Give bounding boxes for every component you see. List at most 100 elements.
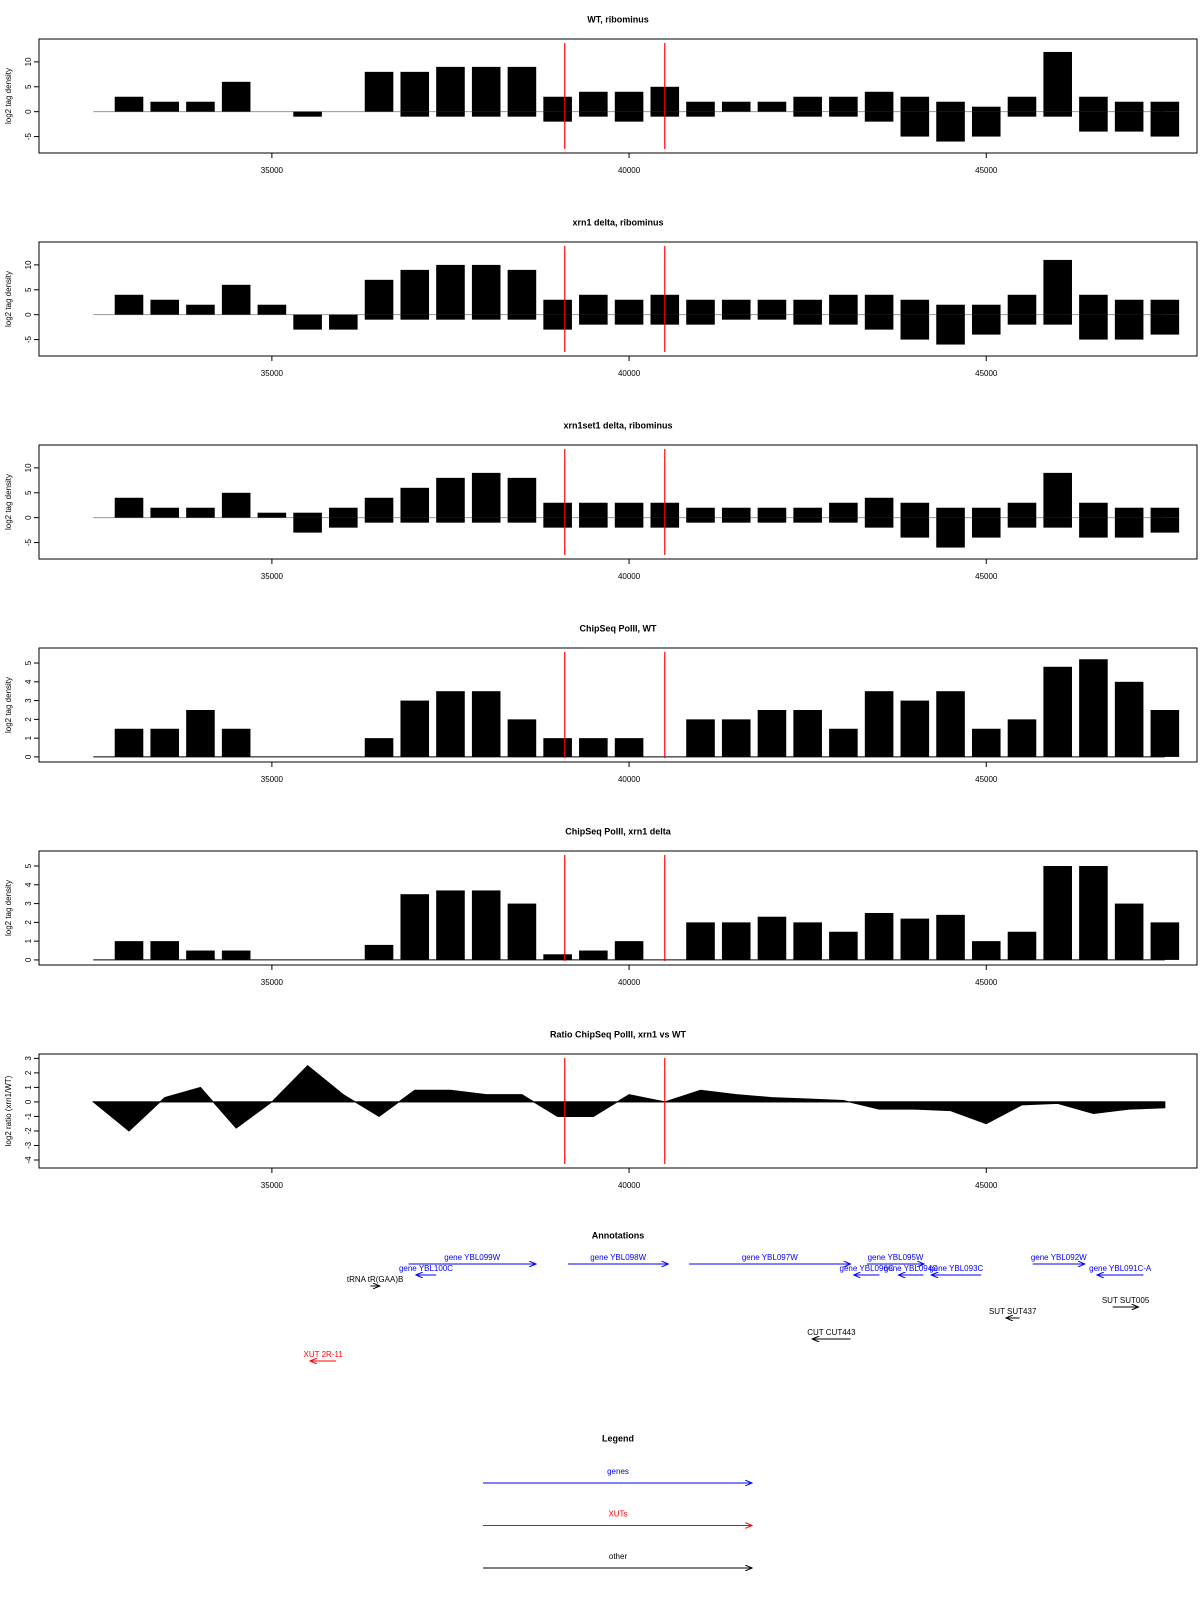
bar: [507, 903, 537, 960]
bar: [543, 96, 572, 112]
feature-label: gene YBL092W: [1031, 1253, 1087, 1262]
bar: [1114, 681, 1144, 757]
y-axis-label: log2 tag density: [4, 677, 13, 733]
bar: [329, 517, 358, 528]
legend-label: other: [609, 1552, 628, 1561]
bar: [579, 502, 608, 518]
bar: [221, 284, 251, 315]
feature-label: gene YBL094C: [884, 1264, 938, 1273]
bar: [436, 66, 465, 112]
bar: [1150, 111, 1180, 137]
bar: [1114, 903, 1144, 960]
feature-label: gene YBL095W: [868, 1253, 924, 1262]
bar: [793, 517, 822, 523]
x-tick-label: 40000: [618, 978, 641, 987]
annotations: Annotations gene YBL099W gene YBL100C tRNA …: [304, 1230, 1152, 1361]
bar: [829, 111, 858, 117]
y-tick-label: 3: [24, 698, 33, 703]
y-tick-label: 3: [24, 901, 33, 906]
bar: [900, 918, 930, 960]
bar: [114, 497, 144, 518]
bar: [1079, 111, 1108, 132]
panel-title: xrn1set1 delta, ribominus: [563, 420, 672, 430]
panel-title: WT, ribominus: [587, 14, 649, 24]
panel: xrn1 delta, ribominus log2 tag density -5 0…: [4, 217, 1198, 378]
bar: [971, 941, 1001, 960]
x-tick-label: 35000: [261, 978, 284, 987]
bar: [471, 264, 501, 315]
bar: [400, 700, 430, 757]
y-tick-label: 0: [24, 515, 33, 520]
bar: [579, 517, 608, 528]
bar: [614, 111, 644, 122]
bar: [721, 719, 751, 757]
bar: [829, 728, 858, 757]
feature-label: gene YBL098W: [590, 1253, 646, 1262]
bar: [364, 279, 394, 315]
bar: [471, 517, 501, 523]
x-tick-label: 35000: [261, 166, 284, 175]
bar: [1007, 931, 1037, 960]
y-tick-label: -5: [24, 538, 33, 546]
bar: [1043, 51, 1072, 112]
bar: [864, 111, 894, 122]
bar: [1007, 719, 1037, 757]
bar: [1079, 502, 1108, 518]
bar: [757, 101, 787, 112]
bar: [543, 738, 572, 757]
y-tick-label: 1: [24, 735, 33, 740]
bar: [829, 294, 858, 315]
bar: [900, 96, 930, 112]
bar: [1150, 314, 1180, 335]
bar: [971, 304, 1001, 315]
y-tick-label: 10: [24, 57, 33, 66]
bar: [436, 111, 465, 117]
bar: [221, 728, 251, 757]
bar: [793, 709, 822, 757]
bar: [436, 691, 465, 757]
bar: [1043, 314, 1072, 325]
bar: [614, 738, 644, 757]
bar: [114, 294, 144, 315]
bar: [293, 512, 322, 518]
legend-label: XUTs: [608, 1510, 627, 1519]
bar: [864, 912, 894, 960]
bar: [721, 299, 751, 315]
bar: [614, 941, 644, 960]
y-axis-label: log2 tag density: [4, 271, 13, 327]
feature-label: tRNA tR(GAA)B: [347, 1275, 403, 1284]
feature-label: CUT CUT443: [807, 1328, 856, 1337]
bar: [1043, 111, 1072, 117]
panel-title: ChipSeq PolII, WT: [580, 623, 657, 633]
bar: [1079, 314, 1108, 340]
bar: [1043, 259, 1072, 315]
y-tick-label: 1: [24, 938, 33, 943]
bar: [1079, 96, 1108, 112]
bar: [579, 738, 608, 757]
bar: [1007, 294, 1037, 315]
bar: [900, 299, 930, 315]
x-tick-label: 40000: [618, 572, 641, 581]
bar: [829, 931, 858, 960]
bar: [1150, 299, 1180, 315]
bar: [507, 517, 537, 523]
bar: [864, 517, 894, 528]
bar: [186, 304, 215, 315]
y-tick-label: -4: [24, 1156, 33, 1164]
legend: Legend genes XUTs other: [483, 1433, 752, 1568]
bar: [114, 728, 144, 757]
bar: [471, 890, 501, 960]
bar: [686, 719, 715, 757]
y-tick-label: 0: [24, 754, 33, 759]
bar: [793, 314, 822, 325]
bar: [829, 96, 858, 112]
bar: [971, 517, 1001, 538]
bar: [471, 691, 501, 757]
bar: [1043, 866, 1072, 960]
bar: [507, 111, 537, 117]
bar: [1114, 517, 1144, 538]
y-tick-label: -1: [24, 1112, 33, 1120]
y-tick-label: -5: [24, 335, 33, 343]
bar: [864, 294, 894, 315]
bar: [364, 314, 394, 320]
